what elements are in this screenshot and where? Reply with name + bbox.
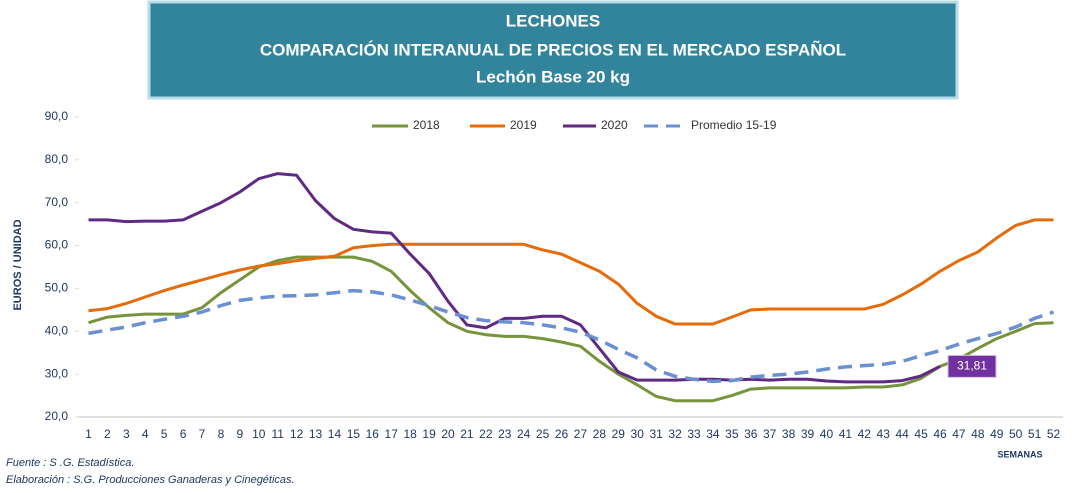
x-tick-label: 2: [104, 427, 111, 441]
x-tick-label: 33: [687, 427, 701, 441]
x-tick-label: 26: [555, 427, 569, 441]
series-line: [88, 218, 1054, 326]
x-tick-label: 16: [366, 427, 380, 441]
legend-label: 2019: [510, 118, 537, 132]
x-tick-label: 11: [271, 427, 284, 441]
y-tick-label: 90,0: [45, 109, 69, 123]
x-tick-label: 24: [517, 427, 531, 441]
x-tick-label: 8: [218, 427, 225, 441]
x-tick-label: 5: [161, 427, 168, 441]
x-tick-label: 22: [479, 427, 493, 441]
series-line: [88, 172, 941, 384]
x-tick-label: 12: [290, 427, 304, 441]
x-tick-label: 34: [706, 427, 720, 441]
y-tick-label: 40,0: [45, 323, 69, 337]
chart-subtitle-2: Lechón Base 20 kg: [476, 67, 630, 86]
x-tick-label: 45: [914, 427, 928, 441]
x-tick-label: 42: [858, 427, 872, 441]
x-tick-label: 47: [952, 427, 966, 441]
x-tick-label: 46: [933, 427, 947, 441]
x-tick-label: 4: [142, 427, 149, 441]
x-tick-label: 50: [1009, 427, 1023, 441]
x-tick-label: 1: [85, 427, 92, 441]
x-tick-label: 29: [612, 427, 626, 441]
x-tick-label: 15: [347, 427, 361, 441]
x-tick-label: 41: [839, 427, 853, 441]
series-line: [88, 288, 1055, 384]
x-tick-label: 19: [422, 427, 436, 441]
x-tick-label: 52: [1047, 427, 1061, 441]
x-tick-label: 35: [725, 427, 739, 441]
x-tick-label: 30: [631, 427, 645, 441]
x-tick-label: 37: [763, 427, 777, 441]
title-box: [147, 0, 959, 100]
legend-label: 2018: [413, 118, 440, 132]
x-tick-label: 20: [441, 427, 455, 441]
x-tick-label: 10: [252, 427, 266, 441]
x-tick-label: 36: [744, 427, 758, 441]
y-axis-label: EUROS / UNIDAD: [12, 219, 24, 310]
y-tick-label: 80,0: [45, 152, 69, 166]
x-tick-label: 48: [971, 427, 985, 441]
source-note: Fuente : S .G. Estadística.: [6, 457, 134, 469]
x-tick-label: 40: [820, 427, 834, 441]
chart-subtitle: COMPARACIÓN INTERANUAL DE PRECIOS EN EL …: [260, 39, 846, 59]
x-tick-label: 13: [309, 427, 323, 441]
x-tick-label: 3: [123, 427, 130, 441]
x-tick-label: 6: [180, 427, 187, 441]
x-tick-label: 44: [895, 427, 909, 441]
y-tick-label: 70,0: [45, 195, 69, 209]
x-tick-label: 28: [593, 427, 607, 441]
x-tick-label: 43: [877, 427, 891, 441]
x-tick-label: 39: [801, 427, 815, 441]
data-label-box: [947, 354, 997, 378]
y-tick-label: 50,0: [45, 281, 69, 295]
x-tick-label: 7: [199, 427, 206, 441]
x-tick-label: 18: [403, 427, 417, 441]
chart-title: LECHONES: [506, 11, 600, 30]
y-tick-label: 30,0: [45, 366, 69, 380]
credit-note: Elaboración : S.G. Producciones Ganadera…: [6, 474, 295, 486]
x-tick-label: 23: [498, 427, 512, 441]
x-tick-label: 9: [237, 427, 244, 441]
series-line: [88, 255, 1054, 403]
x-tick-label: 49: [990, 427, 1004, 441]
x-tick-label: 25: [536, 427, 550, 441]
legend-label: Promedio 15-19: [691, 118, 777, 132]
x-tick-label: 17: [385, 427, 399, 441]
x-tick-label: 27: [574, 427, 588, 441]
y-tick-label: 60,0: [45, 238, 69, 252]
x-tick-label: 14: [328, 427, 342, 441]
legend-label: 2020: [601, 118, 628, 132]
x-axis-label: SEMANAS: [997, 449, 1042, 459]
x-tick-label: 21: [460, 427, 474, 441]
data-label: 31,81: [957, 359, 987, 373]
y-tick-label: 20,0: [45, 409, 69, 423]
x-tick-label: 32: [668, 427, 682, 441]
x-tick-label: 38: [782, 427, 796, 441]
x-tick-label: 51: [1028, 427, 1042, 441]
x-tick-label: 31: [649, 427, 663, 441]
